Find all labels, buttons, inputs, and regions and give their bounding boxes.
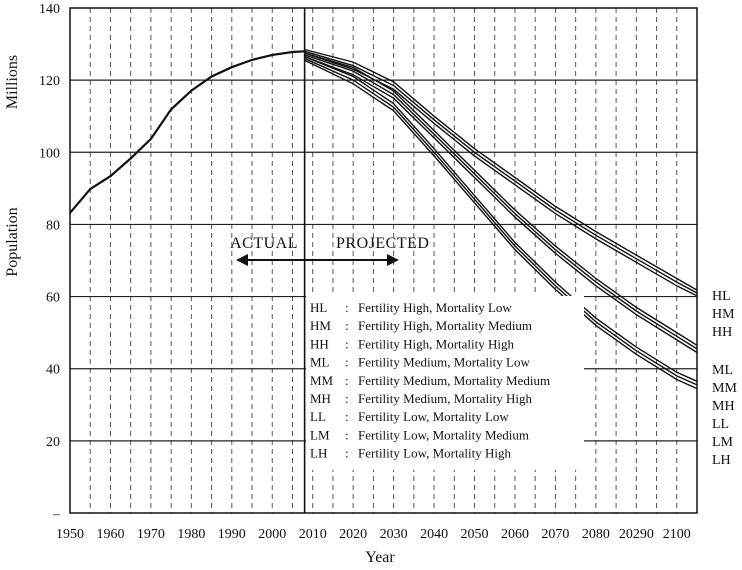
right-label-hh: HH <box>712 325 732 340</box>
series-line-ll <box>304 56 698 382</box>
y-tick-label: 20 <box>46 435 60 450</box>
x-tick-label: 1990 <box>218 527 246 542</box>
legend-code: LM <box>310 427 330 442</box>
right-label-ll: LL <box>712 417 729 432</box>
x-tick-label: 2000 <box>258 527 286 542</box>
x-tick-label: 20290 <box>619 527 654 542</box>
series-lines <box>69 48 698 390</box>
projected-annotation: PROJECTED <box>336 235 429 252</box>
legend-description: Fertility Medium, Mortality Medium <box>358 373 550 388</box>
x-tick-label: 2100 <box>663 527 691 542</box>
legend-separator: : <box>345 391 349 406</box>
series-line-hm <box>304 50 698 294</box>
series-line-mm <box>304 54 698 350</box>
right-label-hl: HL <box>712 289 731 304</box>
actual-projected-arrow <box>236 254 399 266</box>
y-tick-label: 100 <box>39 146 60 161</box>
y-tick-label: 80 <box>46 218 60 233</box>
right-label-lm: LM <box>712 435 734 450</box>
x-tick-label: 2070 <box>541 527 569 542</box>
legend-separator: : <box>345 336 349 351</box>
y-axis-label: Population <box>4 207 21 276</box>
y-tick-label: 120 <box>39 74 60 89</box>
legend-separator: : <box>345 318 349 333</box>
right-label-hm: HM <box>712 307 735 322</box>
x-tick-label: 2020 <box>339 527 367 542</box>
legend-code: HL <box>310 300 327 315</box>
legend-separator: : <box>345 427 349 442</box>
right-label-ml: ML <box>712 363 733 378</box>
legend-description: Fertility Medium, Mortality High <box>358 391 533 406</box>
legend-description: Fertility Low, Mortality Medium <box>358 427 529 442</box>
legend-code: MH <box>310 391 331 406</box>
legend-code: HM <box>310 318 331 333</box>
x-tick-label: 1950 <box>56 527 84 542</box>
x-tick-label: 2060 <box>501 527 529 542</box>
legend: HL: Fertility High, Mortality Low HM: Ferti… <box>306 296 584 470</box>
y-tick-label: 140 <box>39 2 60 17</box>
series-line-ml <box>304 52 698 346</box>
legend-code: LL <box>310 409 326 424</box>
x-tick-label: 2080 <box>582 527 610 542</box>
x-tick-label: 1970 <box>137 527 165 542</box>
x-tick-label: 2040 <box>420 527 448 542</box>
legend-separator: : <box>345 355 349 370</box>
legend-code: ML <box>310 355 330 370</box>
x-tick-label: 1980 <box>177 527 205 542</box>
series-line-lh <box>304 59 698 390</box>
right-series-labels: HL HM HH ML MM MH LL LM LH <box>712 289 737 468</box>
legend-code: LH <box>310 446 327 461</box>
right-label-mm: MM <box>712 381 737 396</box>
legend-description: Fertility High, Mortality Low <box>358 300 512 315</box>
y-axis-unit-label: Millions <box>4 55 21 109</box>
legend-separator: : <box>345 373 349 388</box>
actual-annotation: ACTUAL <box>230 235 298 252</box>
plot-frame <box>69 7 698 514</box>
x-tick-label: 2030 <box>380 527 408 542</box>
x-tick-label: 1960 <box>96 527 124 542</box>
right-label-mh: MH <box>712 399 735 414</box>
legend-separator: : <box>345 409 349 424</box>
series-line-hl <box>304 48 698 291</box>
legend-description: Fertility Medium, Mortality Low <box>358 355 530 370</box>
right-label-lh: LH <box>712 453 731 468</box>
x-tick-label: 2010 <box>299 527 327 542</box>
legend-description: Fertility High, Mortality Medium <box>358 318 532 333</box>
y-tick-label: – <box>52 507 61 522</box>
legend-separator: : <box>345 300 349 315</box>
legend-background <box>306 296 584 470</box>
series-line-mh <box>304 56 698 354</box>
x-axis-label: Year <box>365 549 395 566</box>
y-tick-label: 40 <box>46 363 60 378</box>
legend-code: HH <box>310 336 329 351</box>
legend-description: Fertility High, Mortality High <box>358 336 514 351</box>
grid <box>70 8 697 513</box>
legend-description: Fertility Low, Mortality High <box>358 446 511 461</box>
y-tick-label: 60 <box>46 291 60 306</box>
actual-population-line <box>69 50 305 214</box>
legend-description: Fertility Low, Mortality Low <box>358 409 509 424</box>
legend-code: MM <box>310 373 334 388</box>
x-tick-label: 2050 <box>461 527 489 542</box>
series-line-lm <box>304 57 698 386</box>
legend-separator: : <box>345 446 349 461</box>
